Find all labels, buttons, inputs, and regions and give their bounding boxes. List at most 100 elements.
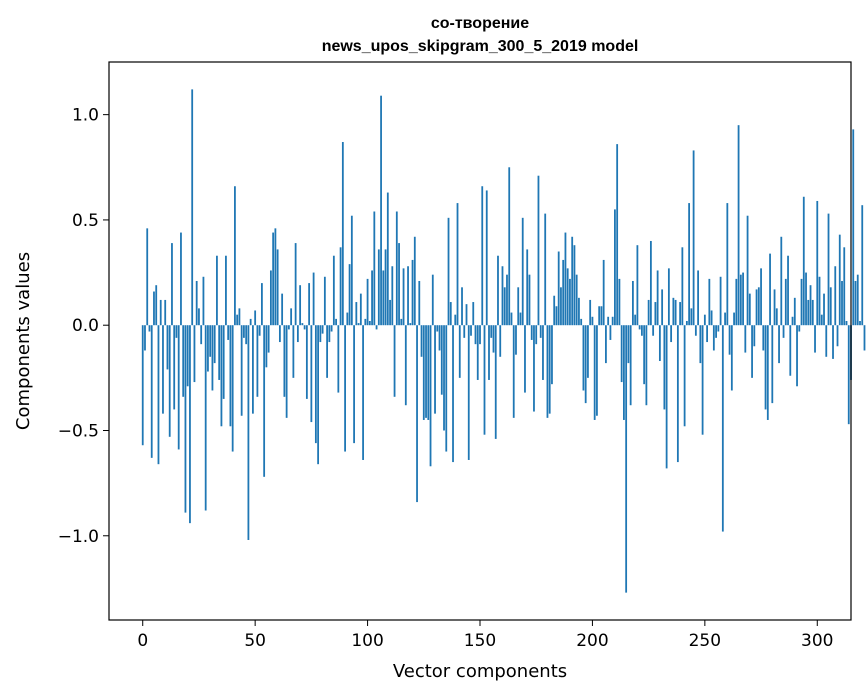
bar-210: [614, 209, 616, 326]
bar-215: [625, 325, 628, 593]
bar-15: [175, 325, 178, 338]
bar-139: [454, 314, 457, 326]
bar-72: [303, 325, 306, 330]
bar-236: [672, 297, 675, 326]
bar-157: [494, 325, 497, 439]
bar-257: [719, 276, 722, 326]
bar-135: [445, 325, 448, 452]
bar-212: [618, 278, 621, 326]
y-axis-ticks: 1.0 0.5 0.0 −0.5 −1.0: [58, 106, 109, 547]
bar-232: [663, 325, 666, 410]
bar-173: [530, 325, 533, 340]
bar-244: [690, 308, 693, 326]
bar-40: [231, 325, 234, 452]
bar-211: [616, 144, 619, 326]
bar-142: [461, 287, 463, 326]
bar-290: [793, 297, 796, 326]
bar-121: [413, 236, 416, 326]
bar-71: [301, 323, 304, 326]
bar-67: [292, 325, 295, 378]
x-tick-label: 250: [689, 631, 721, 651]
bar-187: [562, 259, 565, 326]
bar-273: [755, 289, 758, 326]
bar-188: [564, 232, 567, 326]
bar-224: [645, 325, 648, 406]
bar-103: [373, 211, 376, 326]
y-tick-label: 0.5: [72, 211, 99, 231]
bar-203: [598, 306, 601, 326]
bar-74: [308, 283, 311, 326]
bar-0: [141, 325, 144, 446]
bar-153: [485, 190, 488, 326]
bar-95: [355, 302, 358, 326]
bar-180: [546, 325, 549, 418]
bar-152: [483, 325, 486, 435]
x-axis-ticks: 0 50 100 150 200 250 300: [137, 620, 833, 651]
bar-182: [551, 325, 553, 385]
bar-61: [278, 325, 281, 343]
bar-28: [204, 325, 207, 511]
bar-49: [252, 325, 254, 414]
x-tick-label: 150: [464, 631, 496, 651]
bar-47: [247, 325, 250, 540]
bar-185: [557, 251, 560, 326]
bar-78: [317, 325, 320, 465]
bar-44: [240, 325, 243, 416]
bar-183: [553, 295, 556, 326]
bar-193: [575, 274, 578, 326]
bar-19: [184, 325, 187, 513]
bar-2: [146, 228, 149, 326]
bar-168: [519, 312, 522, 326]
bar-6: [155, 285, 158, 326]
bar-251: [706, 325, 708, 343]
bar-146: [470, 325, 472, 336]
bar-128: [429, 325, 432, 467]
bar-245: [692, 150, 695, 326]
bar-207: [607, 316, 610, 326]
bar-216: [627, 325, 630, 364]
x-tick-label: 300: [801, 631, 833, 651]
bar-102: [371, 270, 373, 326]
bar-21: [189, 325, 191, 524]
bar-58: [272, 232, 275, 326]
bar-191: [571, 236, 574, 326]
bar-46: [245, 325, 248, 345]
bar-239: [679, 302, 682, 326]
bar-177: [539, 325, 542, 338]
bar-68: [294, 243, 297, 326]
bar-275: [760, 268, 762, 326]
bar-109: [386, 192, 389, 326]
bar-179: [544, 213, 547, 326]
bar-219: [634, 314, 637, 326]
bar-309: [836, 325, 839, 347]
bar-268: [744, 325, 747, 353]
bar-195: [580, 318, 583, 326]
bar-117: [404, 325, 407, 406]
bar-89: [341, 142, 344, 326]
bar-122: [416, 325, 418, 503]
bar-300: [816, 200, 819, 326]
bar-63: [283, 325, 286, 397]
bar-283: [778, 325, 780, 364]
bar-214: [623, 325, 625, 420]
bar-260: [726, 203, 729, 326]
bar-165: [512, 325, 515, 418]
bar-256: [717, 325, 720, 332]
bar-53: [260, 283, 263, 326]
bar-284: [780, 236, 783, 326]
bar-131: [436, 325, 439, 332]
bar-147: [472, 302, 475, 326]
bar-299: [814, 325, 816, 353]
bar-160: [501, 266, 504, 326]
bar-12: [168, 325, 171, 437]
bar-143: [463, 325, 466, 338]
bar-133: [440, 325, 443, 395]
bar-199: [589, 299, 592, 326]
bar-93: [350, 215, 353, 326]
bar-57: [269, 270, 272, 326]
bar-228: [654, 302, 657, 326]
bar-82: [326, 325, 329, 378]
bar-258: [721, 325, 724, 532]
